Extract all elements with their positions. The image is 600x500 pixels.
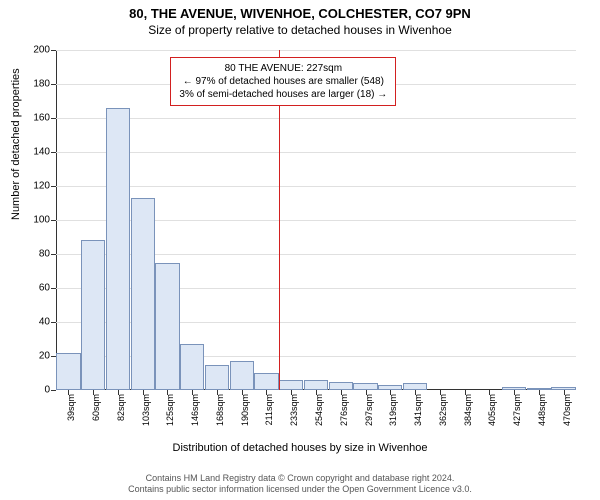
ytick-label: 0: [44, 385, 50, 396]
ytick-label: 200: [33, 45, 50, 56]
xtick-label: 190sqm: [240, 394, 250, 426]
footer-line-1: Contains HM Land Registry data © Crown c…: [0, 473, 600, 485]
ytick-mark: [51, 50, 56, 51]
histogram-bar: [230, 361, 254, 390]
ytick-label: 160: [33, 113, 50, 124]
xtick-label: 341sqm: [413, 394, 423, 426]
page-subtitle: Size of property relative to detached ho…: [0, 21, 600, 37]
xtick-label: 125sqm: [165, 394, 175, 426]
gridline: [56, 186, 576, 187]
annotation-box: 80 THE AVENUE: 227sqm← 97% of detached h…: [170, 57, 396, 106]
xtick-label: 448sqm: [537, 394, 547, 426]
xtick-label: 405sqm: [487, 394, 497, 426]
annotation-line: 80 THE AVENUE: 227sqm: [179, 62, 387, 75]
ytick-mark: [51, 152, 56, 153]
ytick-label: 80: [39, 249, 50, 260]
ytick-mark: [51, 322, 56, 323]
histogram-bar: [131, 198, 155, 390]
ytick-label: 60: [39, 283, 50, 294]
xtick-label: 60sqm: [91, 394, 101, 421]
histogram-chart: 02040608010012014016018020039sqm60sqm82s…: [56, 50, 576, 390]
ytick-mark: [51, 288, 56, 289]
ytick-mark: [51, 390, 56, 391]
histogram-bar: [329, 382, 353, 391]
annotation-line: 3% of semi-detached houses are larger (1…: [179, 88, 387, 101]
xtick-label: 276sqm: [339, 394, 349, 426]
y-axis-label: Number of detached properties: [10, 68, 22, 220]
histogram-bar: [403, 383, 427, 390]
xtick-label: 384sqm: [463, 394, 473, 426]
gridline: [56, 152, 576, 153]
ytick-label: 140: [33, 147, 50, 158]
histogram-bar: [304, 380, 328, 390]
xtick-label: 470sqm: [562, 394, 572, 426]
ytick-label: 180: [33, 79, 50, 90]
ytick-label: 40: [39, 317, 50, 328]
x-axis-label: Distribution of detached houses by size …: [0, 442, 600, 454]
ytick-label: 100: [33, 215, 50, 226]
gridline: [56, 50, 576, 51]
histogram-bar: [56, 353, 80, 390]
histogram-bar: [155, 263, 179, 391]
ytick-label: 120: [33, 181, 50, 192]
histogram-bar: [254, 373, 278, 390]
histogram-bar: [279, 380, 303, 390]
ytick-mark: [51, 186, 56, 187]
xtick-label: 254sqm: [314, 394, 324, 426]
histogram-bar: [180, 344, 204, 390]
ytick-label: 20: [39, 351, 50, 362]
xtick-label: 103sqm: [141, 394, 151, 426]
footer-line-2: Contains public sector information licen…: [0, 484, 600, 496]
gridline: [56, 118, 576, 119]
xtick-label: 146sqm: [190, 394, 200, 426]
page-title: 80, THE AVENUE, WIVENHOE, COLCHESTER, CO…: [0, 0, 600, 21]
histogram-bar: [205, 365, 229, 391]
xtick-label: 233sqm: [289, 394, 299, 426]
ytick-mark: [51, 118, 56, 119]
histogram-bar: [353, 383, 377, 390]
footer-attribution: Contains HM Land Registry data © Crown c…: [0, 473, 600, 496]
ytick-mark: [51, 220, 56, 221]
xtick-label: 39sqm: [66, 394, 76, 421]
xtick-label: 211sqm: [264, 394, 274, 425]
ytick-mark: [51, 84, 56, 85]
xtick-label: 319sqm: [388, 394, 398, 426]
ytick-mark: [51, 254, 56, 255]
xtick-label: 82sqm: [116, 394, 126, 421]
xtick-label: 168sqm: [215, 394, 225, 426]
histogram-bar: [81, 240, 105, 390]
xtick-label: 427sqm: [512, 394, 522, 426]
xtick-label: 297sqm: [364, 394, 374, 426]
xtick-label: 362sqm: [438, 394, 448, 426]
annotation-line: ← 97% of detached houses are smaller (54…: [179, 75, 387, 88]
histogram-bar: [106, 108, 130, 390]
